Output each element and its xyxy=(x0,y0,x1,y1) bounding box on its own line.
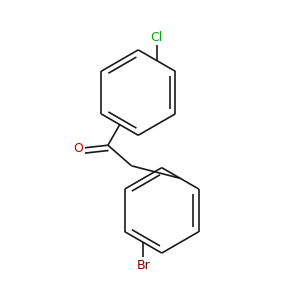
Text: Cl: Cl xyxy=(151,31,163,44)
Text: Br: Br xyxy=(136,260,150,272)
Text: O: O xyxy=(74,142,83,155)
